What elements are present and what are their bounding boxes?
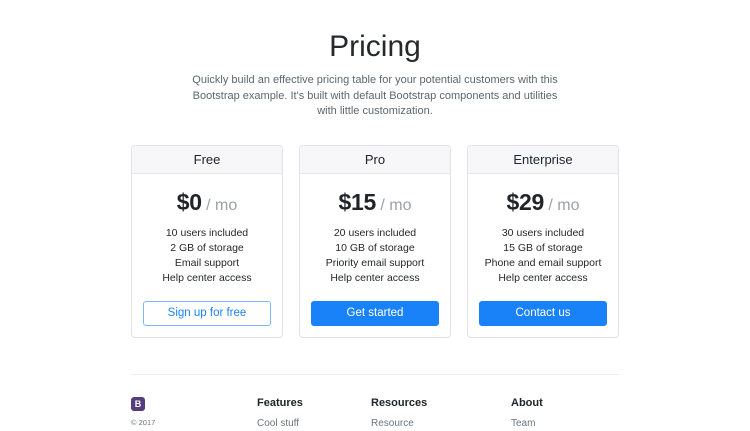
plan-price: $29 / mo [479, 189, 607, 219]
plan-features: 30 users included 15 GB of storage Phone… [479, 226, 607, 286]
footer-column-features: Features Cool stuff [257, 397, 371, 431]
plan-price: $15 / mo [311, 189, 439, 219]
plan-name: Enterprise [468, 145, 618, 174]
page-subtitle-line: Bootstrap example. It's built with defau… [192, 89, 558, 102]
plan-price-amount: $0 [176, 188, 202, 215]
bootstrap-logo-icon: B [131, 396, 145, 411]
plan-feature: Priority email support [325, 256, 425, 269]
footer-column-about: About Team [511, 397, 619, 431]
plan-price-period: / mo [380, 196, 412, 214]
plan-feature: 10 GB of storage [335, 241, 415, 254]
plan-feature: Help center access [162, 271, 252, 284]
pricing-page: Pricing Quickly build an effective prici… [131, 0, 619, 431]
page-subtitle: Quickly build an effective pricing table… [131, 73, 619, 120]
footer-brand-column: B © 2017 [131, 396, 257, 431]
plan-feature: 15 GB of storage [503, 241, 583, 254]
footer-link-team[interactable]: Team [511, 417, 536, 429]
plan-price-amount: $29 [506, 188, 544, 215]
plan-feature: Help center access [498, 271, 588, 284]
plan-feature: Email support [174, 256, 240, 269]
plan-card-pro: Pro $15 / mo 20 users included 10 GB of … [299, 144, 451, 338]
copyright-text: © 2017 [131, 417, 156, 427]
plan-feature: 30 users included [501, 226, 585, 239]
plan-card-body: $29 / mo 30 users included 15 GB of stor… [468, 174, 618, 337]
plan-card-body: $15 / mo 20 users included 10 GB of stor… [300, 174, 450, 337]
footer-link-resource[interactable]: Resource [371, 417, 414, 429]
plan-price-amount: $15 [338, 188, 376, 215]
page-title: Pricing [329, 30, 421, 63]
plan-price-period: / mo [206, 196, 238, 214]
plan-name: Pro [300, 145, 450, 174]
pricing-card-deck: Free $0 / mo 10 users included 2 GB of s… [131, 144, 619, 338]
plan-feature: Phone and email support [484, 256, 602, 269]
sign-up-for-free-button[interactable]: Sign up for free [143, 300, 271, 326]
page-subtitle-line: with little customization. [317, 105, 433, 117]
plan-features: 20 users included 10 GB of storage Prior… [311, 226, 439, 286]
plan-card-free: Free $0 / mo 10 users included 2 GB of s… [131, 144, 283, 338]
site-footer: B © 2017 Features Cool stuff Resources R… [131, 375, 619, 431]
page-subtitle-line: Quickly build an effective pricing table… [192, 74, 558, 86]
footer-heading-resources: Resources [371, 396, 428, 409]
plan-card-enterprise: Enterprise $29 / mo 30 users included 15… [467, 144, 619, 338]
footer-heading-features: Features [257, 396, 303, 409]
footer-divider [131, 373, 619, 375]
plan-feature: 2 GB of storage [170, 241, 244, 254]
plan-feature: 10 users included [165, 226, 249, 239]
footer-link-cool-stuff[interactable]: Cool stuff [257, 417, 300, 429]
pricing-header: Pricing Quickly build an effective prici… [131, 0, 619, 120]
footer-column-resources: Resources Resource [371, 397, 511, 431]
plan-features: 10 users included 2 GB of storage Email … [143, 226, 271, 286]
plan-name: Free [132, 145, 282, 174]
plan-card-body: $0 / mo 10 users included 2 GB of storag… [132, 174, 282, 337]
get-started-button[interactable]: Get started [311, 300, 439, 326]
plan-feature: 20 users included [333, 226, 417, 239]
plan-price-period: / mo [548, 196, 580, 214]
plan-price: $0 / mo [143, 189, 271, 219]
plan-feature: Help center access [330, 271, 420, 284]
contact-us-button[interactable]: Contact us [479, 300, 607, 326]
footer-heading-about: About [511, 396, 543, 409]
